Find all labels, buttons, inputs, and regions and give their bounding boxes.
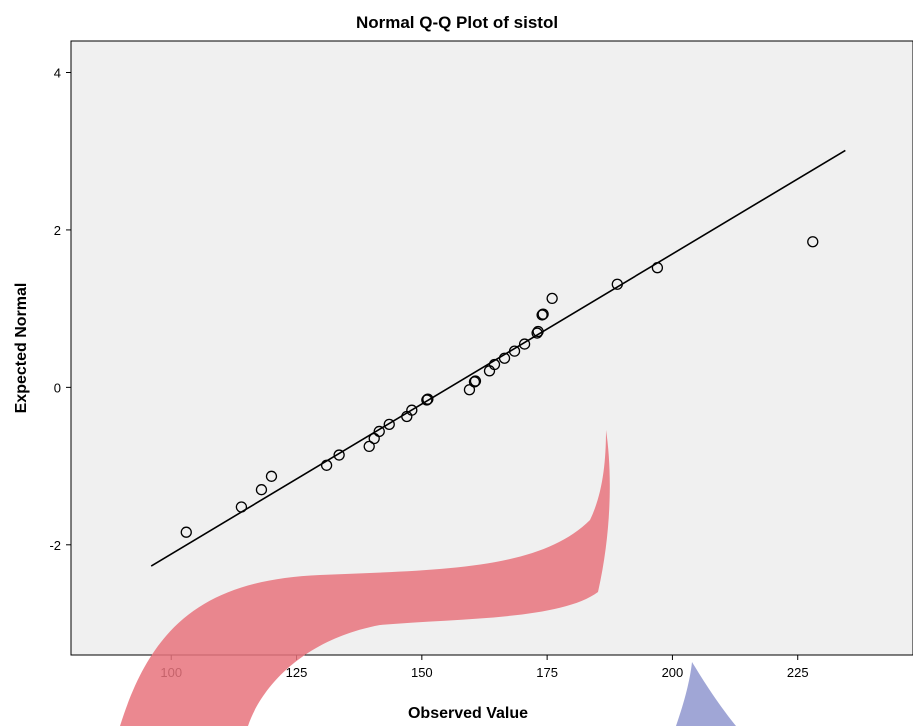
x-tick-label: 200 xyxy=(662,665,684,680)
x-tick-label: 175 xyxy=(536,665,558,680)
y-axis-title: Expected Normal xyxy=(13,283,30,414)
data-point xyxy=(421,394,433,406)
data-point xyxy=(235,501,248,513)
data-point xyxy=(468,376,481,388)
data-point xyxy=(422,393,434,405)
data-point xyxy=(373,425,385,438)
data-point xyxy=(180,526,192,538)
data-point xyxy=(651,262,664,274)
data-point xyxy=(508,345,521,357)
data-points xyxy=(180,236,819,538)
chart-title: Normal Q-Q Plot of sistol xyxy=(356,13,558,32)
data-point xyxy=(537,308,549,320)
data-point xyxy=(531,327,543,339)
data-point xyxy=(532,325,544,338)
data-point xyxy=(320,459,333,471)
watermark-red-shape xyxy=(120,430,610,726)
y-tick-label: 2 xyxy=(54,223,61,238)
data-point xyxy=(469,375,482,387)
y-tick-label: 4 xyxy=(54,65,61,80)
data-point xyxy=(518,338,531,350)
data-point xyxy=(611,278,623,290)
plot-area xyxy=(70,40,913,656)
data-point xyxy=(383,418,395,431)
x-tick-label: 125 xyxy=(286,665,308,680)
y-tick-label: 0 xyxy=(54,380,61,395)
data-point xyxy=(406,404,418,416)
x-tick-label: 150 xyxy=(411,665,433,680)
watermark-blue-shape xyxy=(676,662,736,726)
reference-line xyxy=(150,149,846,567)
data-point xyxy=(463,384,476,396)
data-point xyxy=(333,449,345,461)
y-axis-ticks: -2 0 2 4 xyxy=(49,65,71,553)
data-point xyxy=(488,358,501,371)
data-point xyxy=(807,236,819,248)
data-point xyxy=(363,440,375,453)
watermark-shapes xyxy=(120,430,736,726)
x-axis-title: Observed Value xyxy=(408,705,528,722)
data-point xyxy=(546,292,558,305)
data-point xyxy=(255,484,268,496)
data-point xyxy=(498,352,511,364)
data-point xyxy=(536,309,548,321)
x-tick-label: 225 xyxy=(787,665,809,680)
data-point xyxy=(265,470,278,482)
y-tick-label: -2 xyxy=(49,538,61,553)
